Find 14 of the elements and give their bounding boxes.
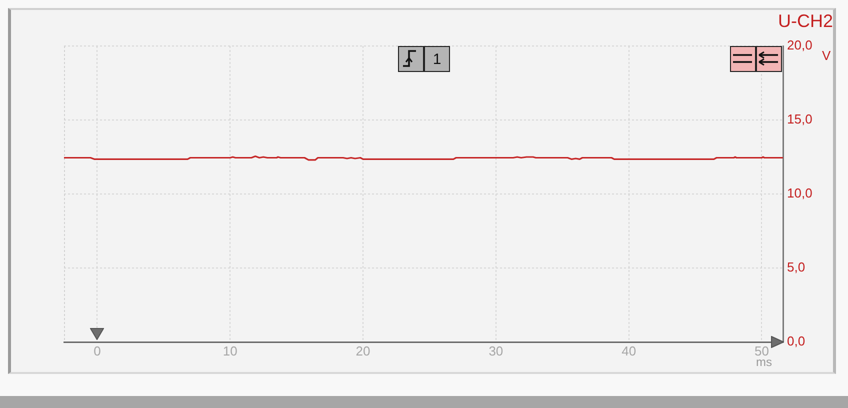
y-axis-title: U-CH2: [778, 11, 833, 31]
y-tick-label: 20,0: [787, 38, 812, 53]
x-tick-label: 20: [356, 343, 370, 358]
y-tick-label: 15,0: [787, 112, 812, 127]
x-tick-label: 0: [94, 343, 101, 358]
channel-button: 1: [424, 46, 450, 72]
text: V: [822, 48, 831, 63]
x-tick-label: 30: [488, 343, 504, 358]
y-tick-label: 5,0: [787, 260, 806, 275]
x-tick-label: 40: [622, 343, 636, 358]
y-tick-label: 10,0: [787, 186, 812, 201]
y-tick-label: 0,0: [787, 334, 806, 349]
x-tick-label: 10: [222, 343, 238, 358]
annotation: 1: [432, 50, 442, 68]
